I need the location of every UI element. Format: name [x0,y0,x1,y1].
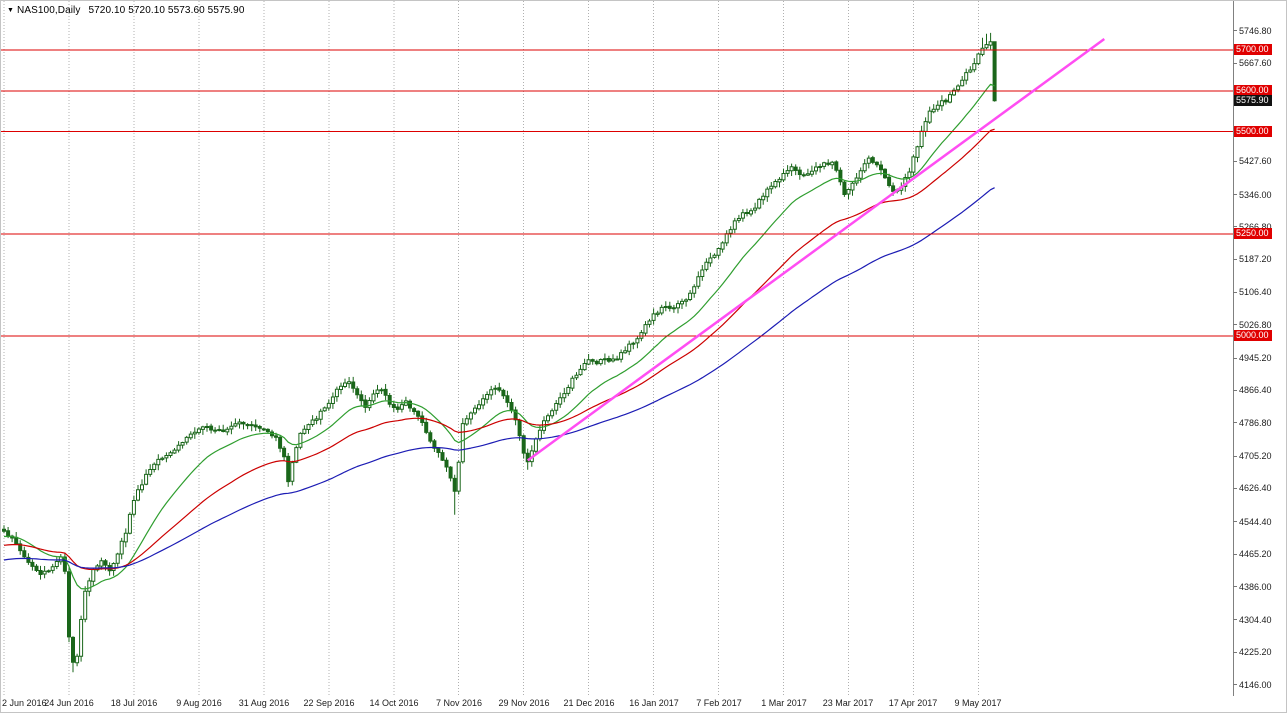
ma-medium-line [3,128,995,571]
time-axis[interactable]: 2 Jun 2016 24 Jun 2016 18 Jul 2016 9 Aug 20… [1,696,1286,712]
price-tick-mark [1233,63,1237,64]
level-price-label: 5500.00 [1234,126,1272,137]
price-tick-mark [1233,521,1237,522]
price-tick-mark [1233,390,1237,391]
price-tick-mark [1233,456,1237,457]
time-tick-label: 9 Aug 2016 [176,698,222,708]
ma-slow-line [3,187,995,569]
price-tick-mark [1233,324,1237,325]
chart-title: ▼ NAS100,Daily 5720.10 5720.10 5573.60 557… [7,5,245,16]
time-tick-label: 31 Aug 2016 [238,698,290,708]
price-tick-label: 5106.40 [1239,287,1272,297]
price-axis-separator [1233,1,1234,696]
ohlc-values: 5720.10 5720.10 5573.60 5575.90 [88,5,245,16]
price-tick-label: 4866.40 [1239,385,1272,395]
price-tick-mark [1233,586,1237,587]
time-tick-label: 7 Nov 2016 [435,698,483,708]
price-tick-label: 5427.60 [1239,156,1272,166]
price-tick-label: 4386.00 [1239,582,1272,592]
plot-background [1,1,1233,696]
time-tick-label: 16 Jan 2017 [629,698,679,708]
price-tick-label: 4626.40 [1239,483,1272,493]
time-tick-label: 2 Jun 2016 [2,698,47,708]
price-tick-label: 4225.20 [1239,647,1272,657]
time-tick-label: 23 Mar 2017 [822,698,874,708]
price-tick-mark [1233,652,1237,653]
symbol-label: NAS100,Daily [17,5,81,16]
ma-fast-line [3,83,995,590]
price-tick-label: 4705.20 [1239,451,1272,461]
price-tick-mark [1233,684,1237,685]
level-price-label: 5250.00 [1234,228,1272,239]
price-tick-label: 5746.80 [1239,26,1272,36]
price-axis[interactable]: 5746.80 5667.60 5427.60 5346.00 5266.80 5187.… [1233,1,1286,696]
price-tick-mark [1233,30,1237,31]
time-tick-label: 14 Oct 2016 [369,698,419,708]
time-tick-label: 18 Jul 2016 [110,698,158,708]
trendline[interactable] [526,37,1106,462]
time-tick-label: 24 Jun 2016 [44,698,94,708]
price-tick-mark [1233,358,1237,359]
bearish-candles [2,41,997,663]
price-tick-label: 4544.40 [1239,517,1272,527]
price-tick-mark [1233,226,1237,227]
price-tick-mark [1233,488,1237,489]
current-price-label: 5575.90 [1234,95,1272,106]
price-tick-label: 5026.80 [1239,320,1272,330]
time-tick-label: 17 Apr 2017 [888,698,938,708]
price-tick-mark [1233,292,1237,293]
price-tick-label: 4146.00 [1239,680,1272,690]
price-chart[interactable] [1,1,1233,696]
price-tick-mark [1233,194,1237,195]
time-tick-label: 29 Nov 2016 [498,698,550,708]
price-tick-label: 5187.20 [1239,254,1272,264]
symbol-dropdown-icon[interactable]: ▼ [7,7,15,14]
price-tick-label: 4465.20 [1239,549,1272,559]
time-tick-label: 21 Dec 2016 [563,698,615,708]
level-price-label: 5000.00 [1234,330,1272,341]
level-price-label: 5700.00 [1234,44,1272,55]
price-tick-label: 5346.00 [1239,190,1272,200]
price-tick-label: 4786.80 [1239,418,1272,428]
price-tick-mark [1233,554,1237,555]
price-tick-label: 4304.40 [1239,615,1272,625]
price-tick-mark [1233,422,1237,423]
price-tick-mark [1233,619,1237,620]
price-tick-mark [1233,161,1237,162]
level-price-label: 5600.00 [1234,85,1272,96]
price-tick-label: 5667.60 [1239,58,1272,68]
price-tick-mark [1233,259,1237,260]
time-tick-label: 9 May 2017 [954,698,1002,708]
time-tick-label: 1 Mar 2017 [761,698,807,708]
time-tick-label: 22 Sep 2016 [303,698,355,708]
price-tick-label: 4945.20 [1239,353,1272,363]
price-tick-label: 5266.80 [1239,222,1272,232]
time-tick-label: 7 Feb 2017 [696,698,742,708]
